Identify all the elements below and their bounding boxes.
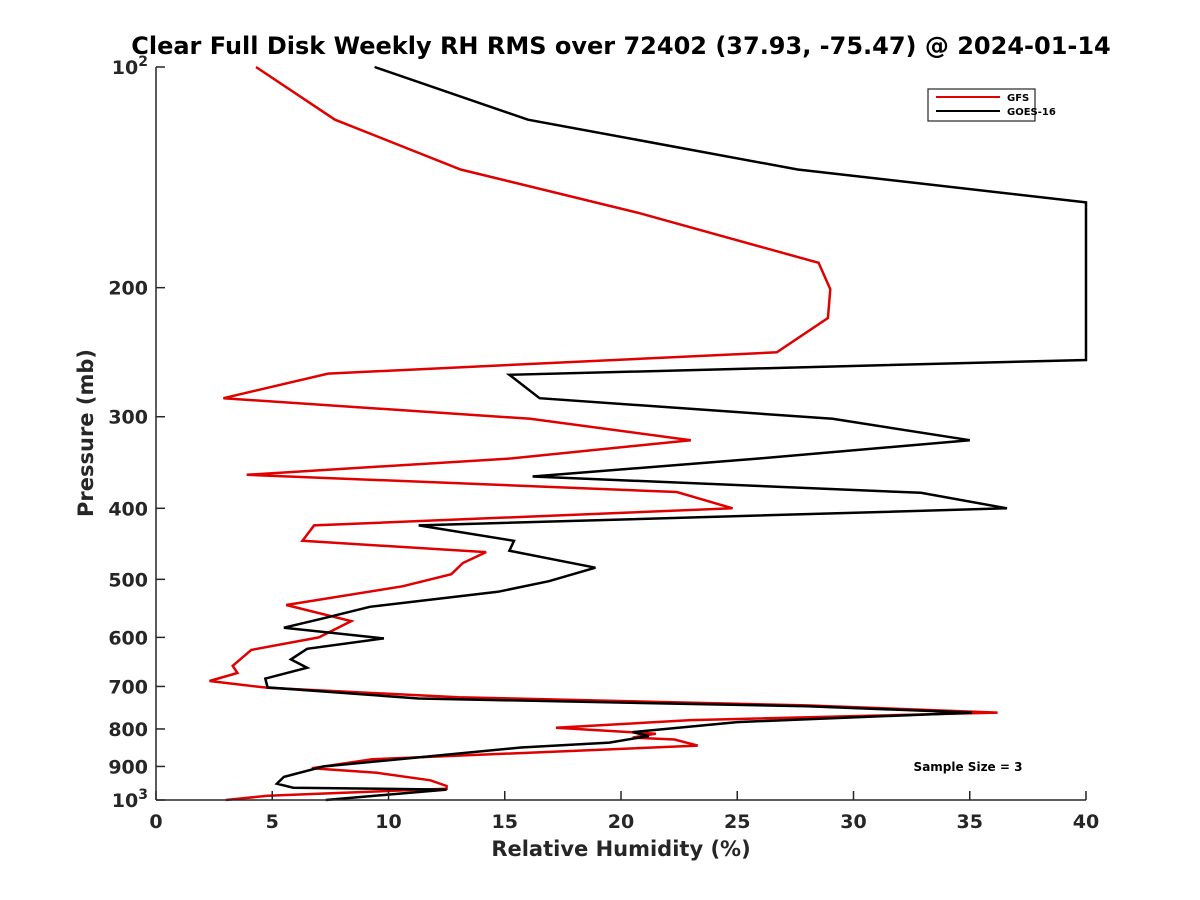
x-tick-label: 30 xyxy=(840,811,866,833)
y-tick-label: 400 xyxy=(108,498,148,520)
legend-box xyxy=(927,88,1036,122)
x-tick-label: 20 xyxy=(608,811,634,833)
series-line-goes16 xyxy=(263,65,1088,802)
y-tick-label: 600 xyxy=(108,627,148,649)
x-tick-label: 35 xyxy=(957,811,983,833)
y-axis-label: Pressure (mb) xyxy=(74,349,98,517)
x-tick-label: 5 xyxy=(266,811,279,833)
y-tick-label: 800 xyxy=(108,719,148,741)
legend: GFS GOES-16 xyxy=(927,88,1056,122)
y-tick-label: 300 xyxy=(108,407,148,429)
x-ticks: 0 5 10 15 20 25 30 35 40 xyxy=(149,791,1099,833)
series-line-gfs xyxy=(209,65,998,802)
chart-title: Clear Full Disk Weekly RH RMS over 72402… xyxy=(131,32,1111,60)
y-tick-label: 700 xyxy=(108,676,148,698)
x-tick-label: 25 xyxy=(724,811,750,833)
legend-label-goes16: GOES-16 xyxy=(1007,107,1056,118)
x-tick-label: 10 xyxy=(375,811,401,833)
x-axis-label: Relative Humidity (%) xyxy=(491,837,750,861)
x-tick-label: 15 xyxy=(492,811,518,833)
legend-label-gfs: GFS xyxy=(1007,93,1029,104)
y-tick-label: 900 xyxy=(108,756,148,778)
series-layer xyxy=(209,65,1088,802)
sample-size-annotation: Sample Size = 3 xyxy=(914,760,1023,774)
x-tick-label: 0 xyxy=(149,811,162,833)
x-tick-label: 40 xyxy=(1073,811,1099,833)
y-tick-label: 500 xyxy=(108,569,148,591)
y-tick-label: 200 xyxy=(108,278,148,300)
